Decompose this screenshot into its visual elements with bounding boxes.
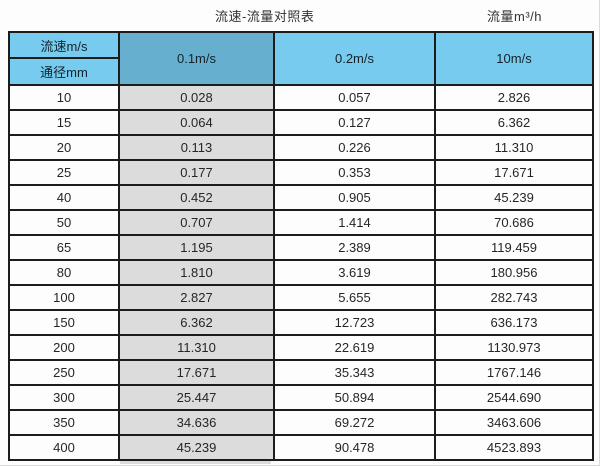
flow-value-cell: 1.810 bbox=[118, 259, 275, 286]
flow-value-cell: 2.827 bbox=[118, 284, 275, 311]
flow-rate-table: 流速m/s 0.1m/s 0.2m/s 10m/s 通径mm 10 0.028 … bbox=[8, 31, 594, 461]
flow-value-cell: 6.362 bbox=[434, 109, 594, 136]
velocity-header-0.1: 0.1m/s bbox=[118, 31, 275, 86]
corner-velocity-label: 流速m/s bbox=[8, 31, 120, 59]
flow-value-cell: 4523.893 bbox=[434, 434, 594, 461]
table-row-dn300: 300 25.447 50.894 2544.690 bbox=[8, 384, 594, 411]
diameter-cell: 250 bbox=[8, 359, 120, 386]
diameter-cell: 40 bbox=[8, 184, 120, 211]
flow-value-cell: 35.343 bbox=[273, 359, 436, 386]
flow-value-cell: 3.619 bbox=[273, 259, 436, 286]
flow-value-cell: 6.362 bbox=[118, 309, 275, 336]
flow-value-cell: 69.272 bbox=[273, 409, 436, 436]
flow-value-cell: 2.389 bbox=[273, 234, 436, 261]
flow-value-cell: 0.028 bbox=[118, 84, 275, 111]
diameter-cell: 350 bbox=[8, 409, 120, 436]
flow-value-cell: 0.177 bbox=[118, 159, 275, 186]
table-row-dn80: 80 1.810 3.619 180.956 bbox=[8, 259, 594, 286]
diameter-cell: 200 bbox=[8, 334, 120, 361]
flow-value-cell: 636.173 bbox=[434, 309, 594, 336]
flow-value-cell: 17.671 bbox=[118, 359, 275, 386]
velocity-header-10: 10m/s bbox=[434, 31, 594, 86]
header-row-diameter: 通径mm bbox=[8, 57, 593, 86]
diameter-cell: 15 bbox=[8, 109, 120, 136]
flow-value-cell: 119.459 bbox=[434, 234, 594, 261]
diameter-cell: 400 bbox=[8, 434, 120, 461]
flow-value-cell: 0.127 bbox=[273, 109, 436, 136]
flow-value-cell: 11.310 bbox=[434, 134, 594, 161]
flow-value-cell: 34.636 bbox=[118, 409, 275, 436]
table-row-dn100: 100 2.827 5.655 282.743 bbox=[8, 284, 594, 311]
flow-value-cell: 90.478 bbox=[273, 434, 436, 461]
flow-value-cell: 1.195 bbox=[118, 234, 275, 261]
flow-value-cell: 0.064 bbox=[118, 109, 275, 136]
flow-value-cell: 45.239 bbox=[434, 184, 594, 211]
table-row-dn25: 25 0.177 0.353 17.671 bbox=[8, 159, 594, 186]
table-row-dn200: 200 11.310 22.619 1130.973 bbox=[8, 334, 594, 361]
flow-value-cell: 70.686 bbox=[434, 209, 594, 236]
flow-value-cell: 180.956 bbox=[434, 259, 594, 286]
flow-value-cell: 3463.606 bbox=[434, 409, 594, 436]
diameter-cell: 20 bbox=[8, 134, 120, 161]
flow-value-cell: 0.452 bbox=[118, 184, 275, 211]
table-row-dn20: 20 0.113 0.226 11.310 bbox=[8, 134, 594, 161]
table-row-dn15: 15 0.064 0.127 6.362 bbox=[8, 109, 594, 136]
flow-value-cell: 0.707 bbox=[118, 209, 275, 236]
flow-value-cell: 45.239 bbox=[118, 434, 275, 461]
flow-value-cell: 0.113 bbox=[118, 134, 275, 161]
flow-value-cell: 17.671 bbox=[434, 159, 594, 186]
table-row-dn400: 400 45.239 90.478 4523.893 bbox=[8, 434, 594, 461]
diameter-cell: 10 bbox=[8, 84, 120, 111]
flow-value-cell: 22.619 bbox=[273, 334, 436, 361]
table-title: 流速-流量对照表 bbox=[215, 9, 315, 24]
flow-value-cell: 1.414 bbox=[273, 209, 436, 236]
flow-value-cell: 2544.690 bbox=[434, 384, 594, 411]
flow-value-cell: 0.353 bbox=[273, 159, 436, 186]
velocity-header-0.2: 0.2m/s bbox=[273, 31, 436, 86]
flow-value-cell: 282.743 bbox=[434, 284, 594, 311]
header-row-velocity: 流速m/s 0.1m/s 0.2m/s 10m/s bbox=[8, 31, 594, 86]
flow-value-cell: 11.310 bbox=[118, 334, 275, 361]
table-row-dn10: 10 0.028 0.057 2.826 bbox=[8, 84, 594, 111]
table-row-dn65: 65 1.195 2.389 119.459 bbox=[8, 234, 594, 261]
table-row-dn50: 50 0.707 1.414 70.686 bbox=[8, 209, 594, 236]
diameter-cell: 150 bbox=[8, 309, 120, 336]
flow-value-cell: 0.905 bbox=[273, 184, 436, 211]
flow-value-cell: 25.447 bbox=[118, 384, 275, 411]
diameter-cell: 300 bbox=[8, 384, 120, 411]
flow-value-cell: 0.226 bbox=[273, 134, 436, 161]
table-row-dn40: 40 0.452 0.905 45.239 bbox=[8, 184, 594, 211]
flow-units-label: 流量m³/h bbox=[487, 9, 543, 24]
flow-value-cell: 2.826 bbox=[434, 84, 594, 111]
diameter-cell: 50 bbox=[8, 209, 120, 236]
diameter-cell: 80 bbox=[8, 259, 120, 286]
diameter-cell: 65 bbox=[8, 234, 120, 261]
diameter-cell: 25 bbox=[8, 159, 120, 186]
table-row-dn150: 150 6.362 12.723 636.173 bbox=[8, 309, 594, 336]
highlight-column-overflow bbox=[120, 461, 271, 464]
flow-value-cell: 5.655 bbox=[273, 284, 436, 311]
flow-value-cell: 0.057 bbox=[273, 84, 436, 111]
corner-diameter-label: 通径mm bbox=[8, 57, 120, 86]
flow-value-cell: 1767.146 bbox=[434, 359, 594, 386]
diameter-cell: 100 bbox=[8, 284, 120, 311]
table-row-dn350: 350 34.636 69.272 3463.606 bbox=[8, 409, 594, 436]
flow-value-cell: 1130.973 bbox=[434, 334, 594, 361]
flow-value-cell: 50.894 bbox=[273, 384, 436, 411]
table-row-dn250: 250 17.671 35.343 1767.146 bbox=[8, 359, 594, 386]
flow-value-cell: 12.723 bbox=[273, 309, 436, 336]
